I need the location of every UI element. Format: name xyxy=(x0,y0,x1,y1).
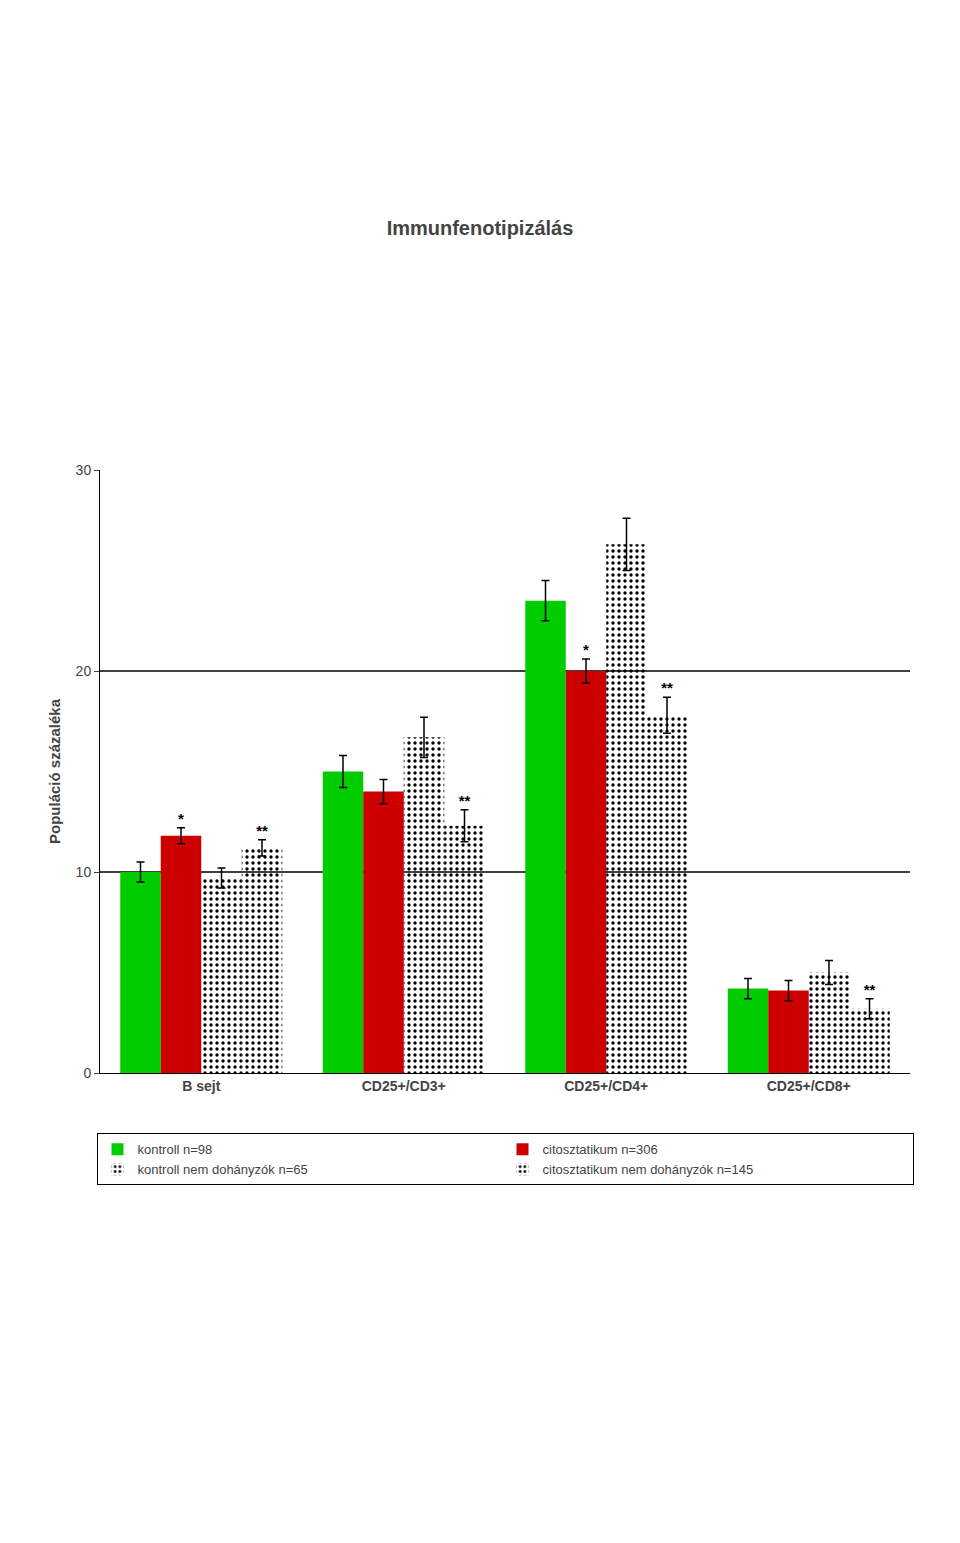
svg-text:10: 10 xyxy=(76,864,92,880)
svg-text:20: 20 xyxy=(76,663,92,679)
svg-text:Populáció százaléka: Populáció százaléka xyxy=(46,698,63,844)
svg-text:**: ** xyxy=(459,792,471,809)
svg-text:*: * xyxy=(178,810,184,827)
svg-text:kontroll n=98: kontroll n=98 xyxy=(138,1142,213,1157)
svg-text:0: 0 xyxy=(83,1065,91,1081)
svg-text:CD25+/CD3+: CD25+/CD3+ xyxy=(362,1078,446,1094)
svg-text:30: 30 xyxy=(76,462,92,478)
svg-text:kontroll nem dohányzók n=65: kontroll nem dohányzók n=65 xyxy=(138,1162,308,1177)
svg-text:B sejt: B sejt xyxy=(182,1078,220,1094)
svg-text:Immunfenotipizálás: Immunfenotipizálás xyxy=(387,217,574,239)
svg-text:*: * xyxy=(583,641,589,658)
svg-text:CD25+/CD8+: CD25+/CD8+ xyxy=(767,1078,851,1094)
svg-text:**: ** xyxy=(864,981,876,998)
svg-text:**: ** xyxy=(256,822,268,839)
svg-text:CD25+/CD4+: CD25+/CD4+ xyxy=(564,1078,648,1094)
svg-text:citosztatikum n=306: citosztatikum n=306 xyxy=(543,1142,658,1157)
svg-text:citosztatikum nem dohányzók n=: citosztatikum nem dohányzók n=145 xyxy=(543,1162,754,1177)
svg-text:**: ** xyxy=(661,679,673,696)
